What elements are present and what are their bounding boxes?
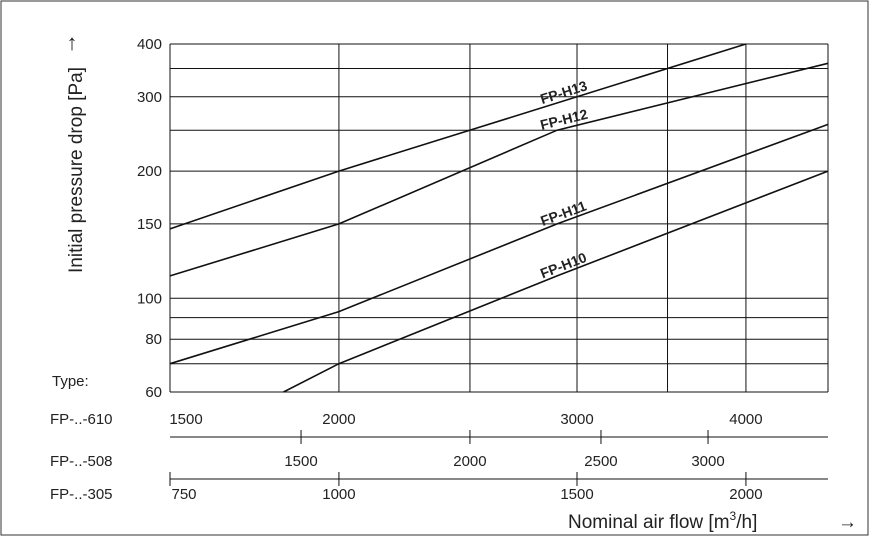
y-tick-label-200: 200 — [137, 163, 162, 180]
y-tick-label-300: 300 — [137, 89, 162, 106]
scale-tick-label-2-750: 750 — [171, 486, 196, 503]
y-tick-label-400: 400 — [137, 36, 162, 53]
series-line-fp-h13 — [169, 43, 747, 230]
scale-type-label-2: FP-..-305 — [50, 486, 113, 503]
series-line-fp-h10 — [283, 170, 829, 393]
y-tick-label-100: 100 — [137, 290, 162, 307]
y-axis-arrow-icon: ↑ — [67, 30, 78, 55]
scale-tick-label-1-2000: 2000 — [453, 453, 486, 470]
scale-tick-label-2-2000: 2000 — [729, 486, 762, 503]
scale-tick-label-1-1500: 1500 — [284, 453, 317, 470]
x-axis-title: Nominal air flow [m3/h] — [568, 509, 757, 533]
x-axis-title-superscript: 3 — [730, 509, 737, 523]
scale-tick-label-0-2000: 2000 — [322, 411, 355, 428]
scale-tick-label-1-2500: 2500 — [584, 453, 617, 470]
grid-layer — [169, 43, 829, 393]
x-axis-arrow-icon: → — [838, 512, 857, 533]
type-scales: FP-..-610 1500 2000 3000 4000 FP-..-508 1500 20… — [50, 411, 828, 503]
scale-tick-label-0-4000: 4000 — [729, 411, 762, 428]
scale-tick-label-2-1000: 1000 — [322, 486, 355, 503]
scale-tick-label-0-3000: 3000 — [560, 411, 593, 428]
series-label-fp-h10: FP-H10 — [538, 249, 589, 281]
series-line-fp-h12 — [169, 62, 829, 277]
y-axis-title: Initial pressure drop [Pa] — [66, 67, 87, 273]
scale-type-label-1: FP-..-508 — [50, 453, 113, 470]
scale-tick-label-2-1500: 1500 — [560, 486, 593, 503]
x-axis-title-suffix: /h] — [736, 512, 757, 533]
y-tick-labels: 60 80 100 150 200 300 400 — [137, 36, 162, 401]
scale-type-label-0: FP-..-610 — [50, 411, 113, 428]
y-tick-label-150: 150 — [137, 216, 162, 233]
y-tick-label-80: 80 — [145, 331, 162, 348]
series-label-fp-h13: FP-H13 — [538, 77, 589, 107]
type-label: Type: — [52, 373, 89, 390]
y-axis-title-text: Initial pressure drop [Pa] — [66, 67, 87, 273]
x-axis-title-prefix: Nominal air flow [m — [568, 512, 730, 533]
scale-tick-label-1-3000: 3000 — [691, 453, 724, 470]
scale-tick-label-0-1500: 1500 — [169, 411, 202, 428]
series-line-fp-h11 — [169, 123, 829, 365]
y-tick-label-60: 60 — [145, 384, 162, 401]
